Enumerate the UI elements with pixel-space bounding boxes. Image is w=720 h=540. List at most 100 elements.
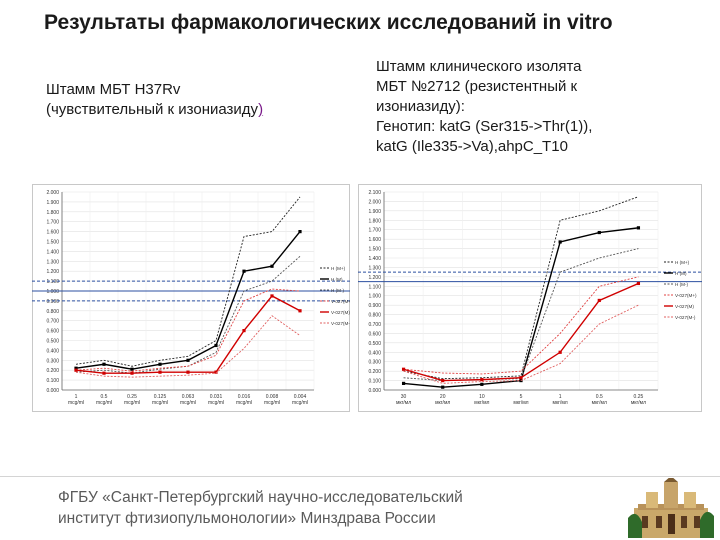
x-tick-label: 1 мкг/мл xyxy=(553,394,568,406)
data-point xyxy=(636,226,641,230)
legend-label: V-027(M+) xyxy=(675,293,697,298)
y-tick-label: 1.600 xyxy=(368,237,381,243)
y-tick-label: 0.500 xyxy=(46,339,59,345)
data-point xyxy=(242,329,246,333)
y-tick-label: 1.400 xyxy=(368,256,381,262)
data-point xyxy=(401,367,406,371)
right-caption-line3: изониазиду): xyxy=(376,98,465,115)
data-point xyxy=(298,309,302,313)
data-point xyxy=(158,362,162,366)
left-chart: 0.000 0.100 0.200 0.300 0.400 0.500 0.600 0.700… xyxy=(32,184,350,412)
legend-label: V-027(M-) xyxy=(675,315,696,320)
x-tick-label: 30 мкг/мл xyxy=(396,394,411,406)
y-tick-label: 1.900 xyxy=(368,209,381,215)
data-point xyxy=(519,376,523,380)
y-tick-label: 1.000 xyxy=(368,294,381,300)
data-point xyxy=(270,294,274,298)
y-tick-label: 0.600 xyxy=(368,331,381,337)
y-tick-label: 0.700 xyxy=(368,322,381,328)
y-tick-label: 0.100 xyxy=(368,379,381,385)
data-point xyxy=(242,269,246,273)
right-strain-caption: Штамм клинического изолята МБТ №2712 (ре… xyxy=(376,57,706,157)
x-tick-part: 0.008 xyxy=(266,394,279,400)
x-tick-part: 10 xyxy=(479,394,485,400)
data-point xyxy=(270,264,274,268)
y-tick-label: 1.500 xyxy=(368,247,381,253)
legend-label: V-027(M) xyxy=(331,310,350,315)
y-tick-label: 1.500 xyxy=(46,240,59,246)
y-tick-label: 1.800 xyxy=(46,210,59,216)
y-tick-label: 1.100 xyxy=(46,279,59,285)
y-tick-label: 1.700 xyxy=(46,220,59,226)
y-tick-label: 1.800 xyxy=(368,218,381,224)
footer-institute: ФГБУ «Санкт-Петербургский научно-исследо… xyxy=(58,487,463,529)
x-tick-part: мкг/мл xyxy=(396,400,411,406)
x-tick-label: 0.063 mcg/ml xyxy=(180,394,196,406)
x-tick-part: 1 xyxy=(559,394,562,400)
x-tick-part: 0.004 xyxy=(294,394,307,400)
data-point xyxy=(214,343,218,348)
y-tick-label: 0.300 xyxy=(46,358,59,364)
x-tick-part: 0.125 xyxy=(154,394,167,400)
x-tick-label: 0.031 mcg/ml xyxy=(208,394,224,406)
x-tick-part: мкг/мл xyxy=(513,400,528,406)
data-point xyxy=(597,298,601,303)
data-point xyxy=(401,381,406,385)
x-tick-label: 0.5 мкг/мл xyxy=(592,394,607,406)
x-tick-part: mcg/ml xyxy=(180,400,196,406)
data-point xyxy=(186,370,190,374)
left-caption-line2-text: (чувствительный к изониазиду xyxy=(46,101,259,118)
y-tick-label: 2.100 xyxy=(368,190,381,196)
x-tick-part: мкг/мл xyxy=(474,400,489,406)
data-point xyxy=(158,370,162,374)
series-line xyxy=(75,196,301,367)
y-tick-label: 0.900 xyxy=(368,303,381,309)
chart-frame xyxy=(32,184,350,412)
x-tick-part: 20 xyxy=(440,394,446,400)
x-tick-part: мкг/мл xyxy=(631,400,646,406)
x-tick-label: 0.25 mcg/ml xyxy=(124,394,140,406)
x-tick-part: 30 xyxy=(401,394,407,400)
footer-line1: ФГБУ «Санкт-Петербургский научно-исследо… xyxy=(58,489,463,506)
data-point xyxy=(130,371,134,375)
slide-title: Результаты фармакологических исследовани… xyxy=(44,11,613,34)
y-tick-label: 1.300 xyxy=(368,265,381,271)
y-tick-label: 1.200 xyxy=(46,269,59,275)
data-point xyxy=(74,368,78,372)
y-tick-label: 0.200 xyxy=(368,369,381,375)
left-caption-line2: (чувствительный к изониазиду) xyxy=(46,100,263,120)
data-point xyxy=(186,358,190,362)
x-tick-label: 10 мкг/мл xyxy=(474,394,489,406)
y-tick-label: 0.200 xyxy=(46,368,59,374)
legend-label: H (M-) xyxy=(331,288,344,293)
x-tick-part: 0.5 xyxy=(596,394,603,400)
legend-label: H (M+) xyxy=(675,260,690,265)
y-tick-label: 0.100 xyxy=(46,378,59,384)
x-tick-label: 0.125 mcg/ml xyxy=(152,394,168,406)
x-tick-part: мкг/мл xyxy=(592,400,607,406)
left-caption-paren: ) xyxy=(258,101,264,118)
y-tick-label: 1.900 xyxy=(46,200,59,206)
footer-divider xyxy=(0,476,720,477)
x-tick-part: 0.25 xyxy=(634,394,644,400)
x-tick-part: mcg/ml xyxy=(124,400,140,406)
x-tick-label: 0.25 мкг/мл xyxy=(631,394,646,406)
left-caption-line1: Штамм МБТ H37Rv xyxy=(46,81,181,98)
right-chart-svg: 0.000 0.100 0.200 0.300 0.400 0.500 0.600 0.700… xyxy=(358,184,702,412)
legend-label: H (M) xyxy=(331,277,343,282)
data-point xyxy=(480,382,484,386)
y-tick-label: 0.600 xyxy=(46,329,59,335)
x-tick-label: 5 мкг/мл xyxy=(513,394,528,406)
x-tick-part: мкг/мл xyxy=(435,400,450,406)
data-point xyxy=(102,371,106,375)
x-tick-label: 1 mcg/ml xyxy=(68,394,84,406)
y-tick-label: 1.300 xyxy=(46,259,59,265)
legend-label: H (M-) xyxy=(675,282,688,287)
y-tick-label: 1.700 xyxy=(368,228,381,234)
data-point xyxy=(74,366,78,370)
x-tick-part: mcg/ml xyxy=(292,400,308,406)
x-tick-label: 0.004 mcg/ml xyxy=(292,394,308,406)
y-tick-label: 1.200 xyxy=(368,275,381,281)
series-line xyxy=(75,288,301,372)
x-tick-part: mcg/ml xyxy=(264,400,280,406)
